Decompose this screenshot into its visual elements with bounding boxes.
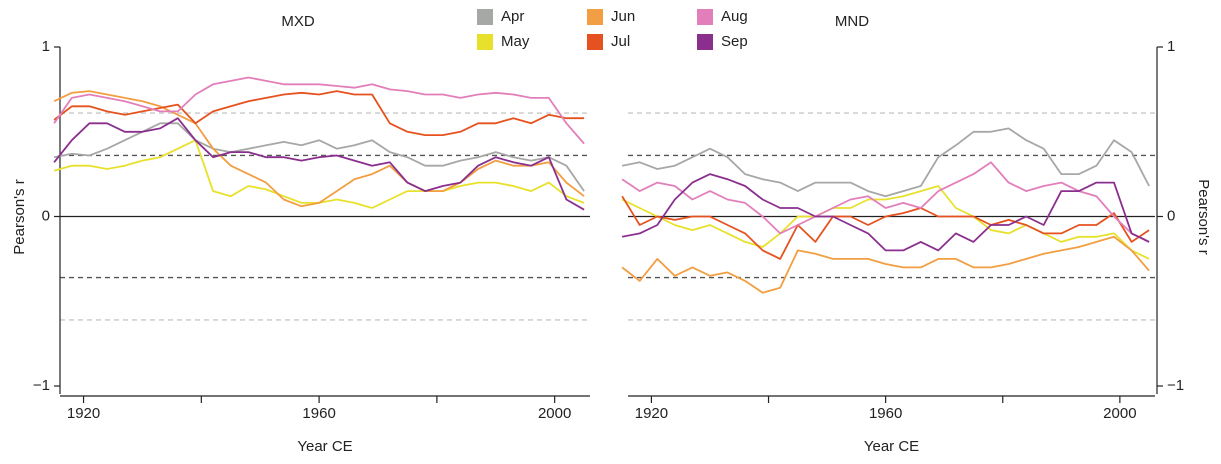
legend-swatch xyxy=(697,9,713,25)
x-tick-label: 2000 xyxy=(538,405,571,422)
y-tick-label: −1 xyxy=(33,377,50,394)
legend-label: Jul xyxy=(611,33,630,50)
legend-label: May xyxy=(501,33,530,50)
y-tick-label: 1 xyxy=(42,38,50,55)
series-line xyxy=(621,161,1150,243)
legend-swatch xyxy=(477,9,493,25)
legend-swatch xyxy=(587,34,603,50)
legend-swatch xyxy=(477,34,493,50)
panel-title: MND xyxy=(835,13,869,30)
legend-label: Apr xyxy=(501,8,524,25)
x-tick-label: 1920 xyxy=(635,405,668,422)
y-tick-label: 0 xyxy=(1167,207,1175,224)
series-line xyxy=(621,185,1150,260)
series-line xyxy=(621,127,1150,198)
x-tick-label: 2000 xyxy=(1103,405,1136,422)
series-line xyxy=(53,90,585,208)
series-line xyxy=(53,117,585,211)
y-axis-label: Pearson's r xyxy=(11,179,28,254)
y-tick-label: 0 xyxy=(42,207,50,224)
y-axis-label: Pearson's r xyxy=(1195,179,1212,254)
panel-title: MXD xyxy=(281,13,315,30)
legend-label: Aug xyxy=(721,8,748,25)
legend-swatch xyxy=(587,9,603,25)
series-line xyxy=(53,139,585,209)
legend-swatch xyxy=(697,34,713,50)
x-axis-label: Year CE xyxy=(864,438,919,455)
legend-label: Jun xyxy=(611,8,635,25)
x-axis-label: Year CE xyxy=(297,438,352,455)
series-line xyxy=(53,90,585,136)
y-tick-label: −1 xyxy=(1167,377,1184,394)
series-line xyxy=(621,235,1150,294)
x-tick-label: 1960 xyxy=(869,405,902,422)
x-tick-label: 1920 xyxy=(67,405,100,422)
x-tick-label: 1960 xyxy=(302,405,335,422)
y-tick-label: 1 xyxy=(1167,38,1175,55)
series-line xyxy=(621,173,1150,252)
series-line xyxy=(53,76,585,145)
series-line xyxy=(621,195,1150,260)
legend-label: Sep xyxy=(721,33,748,50)
